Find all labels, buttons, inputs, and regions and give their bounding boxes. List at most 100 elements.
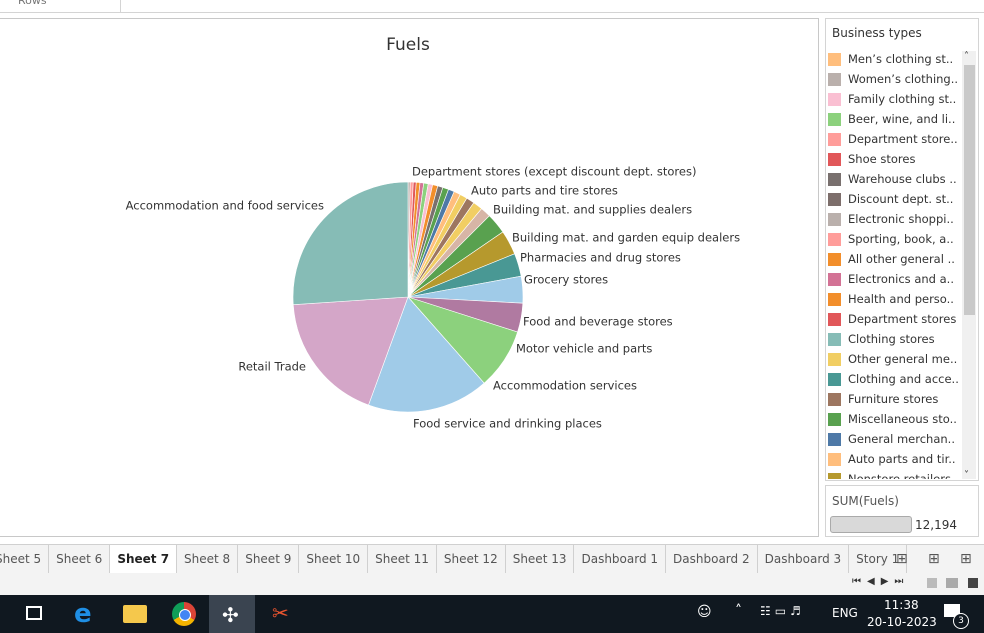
taskbar: e ✣ ✂ ☺ ˄ ☷▭♬ ENG 11:38 20-10-2023 3 xyxy=(0,595,984,633)
slice-label: Grocery stores xyxy=(524,273,608,287)
legend-item[interactable]: Women’s clothing.. xyxy=(828,69,958,89)
legend-item[interactable]: Discount dept. st.. xyxy=(828,189,953,209)
legend-swatch xyxy=(828,272,841,286)
legend-item[interactable]: All other general .. xyxy=(828,249,955,269)
legend-swatch xyxy=(828,372,841,386)
legend-item[interactable]: Department store.. xyxy=(828,129,958,149)
scrollbar[interactable]: ˄ ˅ xyxy=(962,51,976,481)
nav-buttons[interactable]: ⏮◀▶⏭ xyxy=(852,576,910,587)
sheet-tab[interactable]: Sheet 6 xyxy=(49,545,111,573)
view-toggle[interactable] xyxy=(946,578,958,588)
legend-item[interactable]: Department stores xyxy=(828,309,956,329)
legend-label: Auto parts and tir.. xyxy=(848,452,956,466)
sheet-tab[interactable]: Dashboard 3 xyxy=(758,545,850,573)
tableau-icon[interactable]: ✣ xyxy=(209,595,255,633)
legend-swatch xyxy=(828,452,841,466)
legend-item[interactable]: Furniture stores xyxy=(828,389,938,409)
slice-label: Pharmacies and drug stores xyxy=(520,251,681,265)
scroll-down[interactable]: ˅ xyxy=(964,470,969,481)
legend-label: Beer, wine, and li.. xyxy=(848,112,956,126)
legend-item[interactable]: Other general me.. xyxy=(828,349,957,369)
sheet-tab[interactable]: Sheet 7 xyxy=(110,545,178,573)
slice-label: Department stores (except discount dept.… xyxy=(412,165,696,179)
legend-swatch xyxy=(828,112,841,126)
sheet-tab[interactable]: Sheet 13 xyxy=(506,545,575,573)
legend-label: Electronic shoppi.. xyxy=(848,212,954,226)
legend-swatch xyxy=(828,432,841,446)
chart-title: Fuels xyxy=(386,35,430,55)
tray-up[interactable]: ˄ xyxy=(735,603,742,619)
sheet-tab[interactable]: Dashboard 1 xyxy=(574,545,667,573)
clock-date[interactable]: 20-10-2023 xyxy=(867,615,937,629)
legend-item[interactable]: Beer, wine, and li.. xyxy=(828,109,955,129)
tray-icons[interactable]: ☷▭♬ xyxy=(760,604,805,618)
new-sheet[interactable]: ⊞ xyxy=(896,551,908,567)
scroll-up[interactable]: ˄ xyxy=(964,51,969,62)
pie-slice xyxy=(292,296,409,406)
legend-label: Shoe stores xyxy=(848,152,916,166)
legend-item[interactable]: General merchan.. xyxy=(828,429,955,449)
legend-swatch xyxy=(828,252,841,266)
color-legend: Business types Men’s clothing st.. Women’… xyxy=(825,18,979,481)
people-icon[interactable]: ☺ xyxy=(697,604,712,620)
sheet-tab[interactable]: Dashboard 2 xyxy=(666,545,758,573)
legend-item[interactable]: Shoe stores xyxy=(828,149,915,169)
sheet-tab[interactable]: Sheet 11 xyxy=(368,545,437,573)
sheet-tab[interactable]: Sheet 12 xyxy=(437,545,506,573)
slice-label: Food and beverage stores xyxy=(523,315,673,329)
sheet-tab[interactable]: Sheet 8 xyxy=(177,545,239,573)
legend-label: Sporting, book, a.. xyxy=(848,232,954,246)
snip-icon[interactable]: ✂ xyxy=(272,601,289,625)
legend-item[interactable]: Health and perso.. xyxy=(828,289,954,309)
slice-label: Motor vehicle and parts xyxy=(516,342,652,356)
legend-item[interactable]: Electronics and a.. xyxy=(828,269,954,289)
legend-swatch xyxy=(828,192,841,206)
edge-icon[interactable]: e xyxy=(74,599,92,629)
legend-item[interactable]: Family clothing st.. xyxy=(828,89,956,109)
new-dashboard[interactable]: ⊞ xyxy=(928,551,940,567)
legend-item[interactable]: Clothing stores xyxy=(828,329,935,349)
view-toggle[interactable] xyxy=(968,578,978,588)
legend-swatch xyxy=(828,332,841,346)
task-view[interactable] xyxy=(26,606,42,620)
slice-label: Auto parts and tire stores xyxy=(471,184,618,198)
sheet-tab[interactable]: Sheet 10 xyxy=(299,545,369,573)
slice-label: Building mat. and supplies dealers xyxy=(493,203,692,217)
slice-label: Food service and drinking places xyxy=(413,417,602,431)
legend-swatch xyxy=(828,52,841,66)
legend-item[interactable]: Electronic shoppi.. xyxy=(828,209,954,229)
legend-item[interactable]: Men’s clothing st.. xyxy=(828,49,953,69)
size-legend: SUM(Fuels) 12,194 xyxy=(825,485,979,537)
legend-label: Women’s clothing.. xyxy=(848,72,959,86)
language[interactable]: ENG xyxy=(832,606,858,620)
size-swatch xyxy=(830,516,912,533)
legend-swatch xyxy=(828,472,841,479)
sheet-tab[interactable]: Sheet 5 xyxy=(0,545,50,573)
size-legend-title: SUM(Fuels) xyxy=(832,494,899,508)
notification-count: 3 xyxy=(953,613,969,629)
slice-label: Building mat. and garden equip dealers xyxy=(512,231,740,245)
sheet-tab[interactable]: Story 1 xyxy=(849,545,908,573)
legend-item[interactable]: Clothing and acce.. xyxy=(828,369,959,389)
scroll-thumb[interactable] xyxy=(964,65,975,315)
explorer-icon[interactable] xyxy=(123,605,147,623)
legend-item[interactable]: Auto parts and tir.. xyxy=(828,449,956,469)
chrome-icon[interactable] xyxy=(172,602,196,626)
size-legend-value: 12,194 xyxy=(915,518,957,532)
legend-item[interactable]: Sporting, book, a.. xyxy=(828,229,954,249)
divider xyxy=(120,0,121,12)
legend-swatch xyxy=(828,352,841,366)
legend-swatch xyxy=(828,72,841,86)
legend-item[interactable]: Miscellaneous sto.. xyxy=(828,409,957,429)
legend-label: Warehouse clubs .. xyxy=(848,172,957,186)
legend-swatch xyxy=(828,412,841,426)
sheet-tab[interactable]: Sheet 9 xyxy=(238,545,300,573)
clock-time[interactable]: 11:38 xyxy=(884,598,919,612)
legend-item[interactable]: Nonstore retailers xyxy=(828,469,951,479)
legend-label: Clothing and acce.. xyxy=(848,372,959,386)
new-story[interactable]: ⊞ xyxy=(960,551,972,567)
view-toggle[interactable] xyxy=(927,578,937,588)
legend-item[interactable]: Warehouse clubs .. xyxy=(828,169,957,189)
